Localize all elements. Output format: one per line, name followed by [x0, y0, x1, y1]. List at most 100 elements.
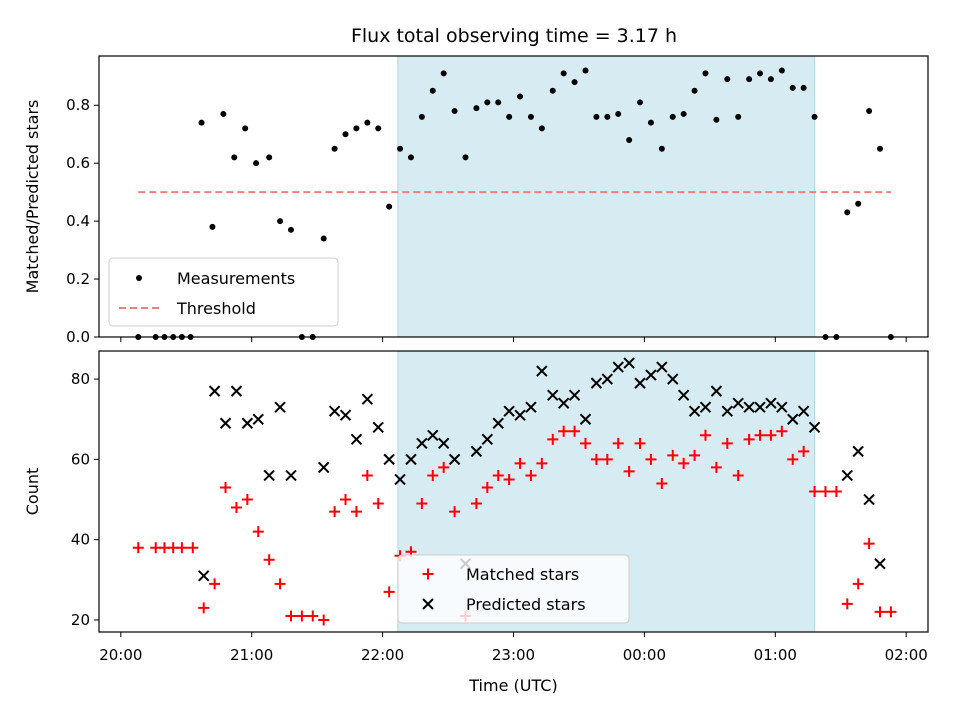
matched-star-point	[634, 437, 646, 449]
predicted-star-point	[339, 409, 352, 421]
predicted-star-point	[754, 401, 766, 413]
y-tick-label: 0.6	[66, 154, 90, 172]
matched-star-point	[132, 542, 144, 554]
predicted-star-point	[634, 377, 646, 389]
matched-star-point	[590, 453, 602, 465]
matched-star-point	[754, 429, 766, 441]
matched-star-point	[623, 465, 635, 477]
measurement-point	[484, 99, 491, 106]
predicted-star-point	[263, 469, 275, 482]
matched-star-point	[809, 486, 821, 497]
y-tick-label: 60	[71, 450, 90, 468]
predicted-star-point	[852, 445, 864, 458]
measurement-point	[593, 113, 600, 120]
shaded-span	[397, 56, 815, 337]
matched-star-point	[492, 469, 504, 481]
predicted-star-point	[285, 469, 297, 482]
measurement-point	[209, 223, 216, 230]
measurement-point	[778, 67, 785, 74]
measurement-point	[527, 113, 534, 120]
matched-star-point	[209, 578, 221, 590]
matched-star-point	[241, 494, 253, 506]
predicted-star-point	[841, 469, 853, 482]
predicted-star-point	[241, 417, 254, 429]
predicted-star-point	[427, 429, 439, 442]
matched-star-point	[252, 526, 264, 538]
y-tick-label: 0.2	[66, 270, 90, 288]
predicted-star-point	[405, 453, 417, 466]
predicted-star-point	[328, 405, 341, 417]
predicted-star-point	[492, 417, 504, 429]
measurement-point	[855, 200, 862, 207]
legend-marker-predicted	[422, 598, 434, 610]
predicted-star-point	[667, 373, 679, 385]
predicted-star-point	[568, 389, 581, 401]
predicted-star-point	[787, 413, 799, 425]
matched-star-point	[689, 449, 701, 461]
measurement-point	[647, 119, 654, 126]
predicted-star-point	[557, 397, 570, 409]
measurement-point	[571, 79, 578, 86]
matched-star-point	[885, 606, 897, 618]
measurement-point	[877, 145, 884, 152]
measurement-point	[735, 113, 742, 120]
matched-star-point	[776, 425, 788, 437]
y-tick-label: 80	[71, 370, 90, 388]
predicted-star-point	[808, 421, 821, 433]
predicted-star-point	[437, 437, 450, 450]
matched-star-point	[438, 461, 450, 473]
matched-star-point	[481, 481, 493, 493]
predicted-star-point	[481, 433, 494, 446]
measurement-point	[242, 125, 249, 132]
x-tick-label: 23:00	[492, 646, 535, 664]
predicted-star-point	[743, 401, 755, 413]
y-tick-label: 0.0	[66, 328, 90, 346]
predicted-star-point	[623, 357, 635, 369]
predicted-star-point	[372, 421, 384, 433]
predicted-star-point	[601, 373, 614, 385]
matched-star-point	[187, 542, 199, 554]
predicted-star-point	[514, 409, 526, 421]
predicted-star-point	[710, 385, 723, 397]
matched-star-point	[547, 433, 559, 445]
matched-star-point	[198, 602, 210, 614]
legend-label-measurements: Measurements	[177, 269, 295, 288]
measurement-point	[691, 87, 698, 94]
predicted-star-point	[721, 405, 734, 417]
matched-star-point	[296, 610, 308, 622]
predicted-star-point	[579, 413, 592, 425]
x-axis-label: Time (UTC)	[468, 676, 557, 695]
matched-star-point	[329, 506, 341, 518]
matched-star-point	[721, 437, 733, 449]
measurement-point	[287, 226, 294, 233]
measurement-point	[253, 160, 260, 167]
measurement-point	[582, 67, 589, 74]
measurement-point	[724, 76, 731, 83]
legend-box	[108, 257, 339, 327]
y-tick-label: 40	[71, 531, 90, 549]
matched-star-point	[372, 498, 384, 510]
y-tick-label: 0.4	[66, 212, 90, 230]
matched-star-point	[536, 457, 548, 469]
matched-star-point	[579, 437, 591, 449]
predicted-star-point	[208, 385, 221, 397]
matched-star-point	[514, 457, 526, 469]
predicted-star-point	[252, 413, 264, 425]
matched-star-point	[612, 437, 624, 449]
predicted-star-point	[874, 558, 886, 570]
measurement-point	[844, 209, 851, 216]
measurement-point	[277, 218, 284, 225]
predicted-star-point	[688, 405, 701, 417]
y-tick-label: 0.8	[66, 96, 90, 114]
predicted-star-point	[525, 401, 537, 413]
matched-star-point	[361, 469, 373, 481]
predicted-star-point	[274, 401, 286, 413]
predicted-star-point	[350, 433, 363, 446]
matched-star-point	[503, 473, 515, 485]
y-axis-label: Matched/Predicted stars	[23, 100, 42, 294]
matched-star-point	[449, 506, 461, 518]
predicted-star-point	[503, 405, 515, 417]
predicted-star-point	[699, 401, 712, 413]
matched-star-point	[263, 554, 275, 566]
